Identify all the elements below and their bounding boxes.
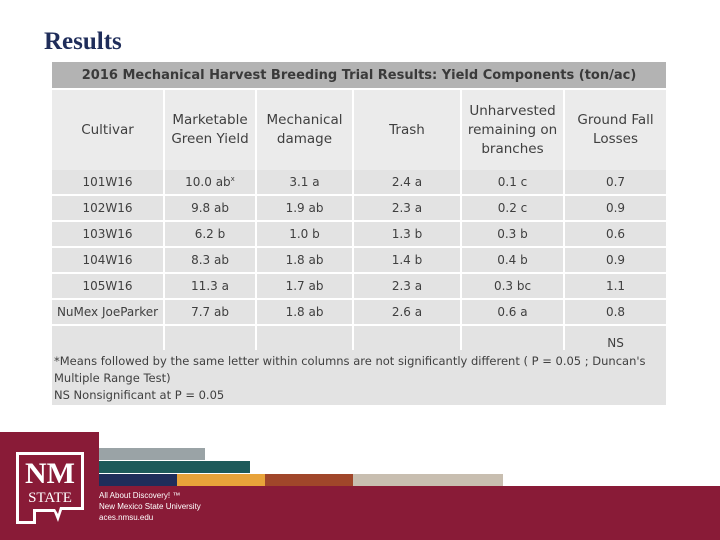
table-cell: 1.9 ab bbox=[256, 194, 354, 221]
table-cell: 0.6 bbox=[564, 220, 666, 247]
table-row: 103W16 6.2 b 1.0 b 1.3 b 0.3 b 0.6 bbox=[52, 220, 666, 247]
table-cell: 1.0 b bbox=[256, 220, 354, 247]
footer-text: All About Discovery! ™ New Mexico State … bbox=[99, 490, 201, 523]
table-cell: 0.9 bbox=[564, 194, 666, 221]
table-row: 101W16 10.0 abx 3.1 a 2.4 a 0.1 c 0.7 bbox=[52, 170, 666, 195]
cell-value: 10.0 ab bbox=[185, 175, 231, 189]
logo-state-text: STATE bbox=[28, 490, 72, 506]
table-row: NuMex JoeParker 7.7 ab 1.8 ab 2.6 a 0.6 … bbox=[52, 298, 666, 325]
table-cell: 1.3 b bbox=[353, 220, 462, 247]
footer-tagline: All About Discovery! ™ bbox=[99, 491, 181, 500]
table-cell: 3.1 a bbox=[256, 170, 354, 195]
footer-stripe-gold bbox=[177, 474, 265, 486]
table-cell: 101W16 bbox=[52, 170, 165, 195]
table-cell: 0.4 b bbox=[461, 246, 565, 273]
column-header: Cultivar bbox=[52, 89, 165, 170]
footer-stripe-teal bbox=[99, 461, 250, 473]
table-footnote: *Means followed by the same letter withi… bbox=[54, 353, 662, 404]
footnote-ns: NS Nonsignificant at P = 0.05 bbox=[54, 388, 225, 402]
table-cell: 0.7 bbox=[564, 170, 666, 195]
table-cell: 103W16 bbox=[52, 220, 165, 247]
table-cell: 0.3 b bbox=[461, 220, 565, 247]
table-cell: 1.1 bbox=[564, 272, 666, 299]
table-cell: 10.0 abx bbox=[164, 170, 257, 195]
table-cell: 0.6 a bbox=[461, 298, 565, 325]
ns-label: NS bbox=[564, 324, 666, 350]
footer-stripe-gray bbox=[99, 448, 205, 460]
ns-row: NS bbox=[52, 324, 666, 350]
table-cell: 1.4 b bbox=[353, 246, 462, 273]
table-cell: 0.2 c bbox=[461, 194, 565, 221]
table-cell: 1.7 ab bbox=[256, 272, 354, 299]
table-cell: 104W16 bbox=[52, 246, 165, 273]
table-cell: 0.1 c bbox=[461, 170, 565, 195]
nmsu-logo: NM STATE bbox=[16, 452, 84, 524]
table-cell: 0.8 bbox=[564, 298, 666, 325]
table-cell: 1.8 ab bbox=[256, 298, 354, 325]
table-cell: 11.3 a bbox=[164, 272, 257, 299]
footer-bar bbox=[0, 486, 720, 540]
footer-university: New Mexico State University bbox=[99, 502, 201, 511]
table-title: 2016 Mechanical Harvest Breeding Trial R… bbox=[52, 62, 666, 90]
footer-stripe-tan bbox=[353, 474, 503, 486]
table-header-row: Cultivar Marketable Green Yield Mechanic… bbox=[52, 89, 666, 170]
footnote-significance: *Means followed by the same letter withi… bbox=[54, 354, 646, 385]
slide-title: Results bbox=[44, 28, 122, 55]
table-cell: 7.7 ab bbox=[164, 298, 257, 325]
column-header: Ground Fall Losses bbox=[564, 89, 666, 170]
footer-stripe-navy bbox=[99, 474, 177, 486]
footer-stripe-rust bbox=[265, 474, 353, 486]
table-cell: 105W16 bbox=[52, 272, 165, 299]
results-table: 2016 Mechanical Harvest Breeding Trial R… bbox=[52, 62, 666, 405]
table-cell: 2.4 a bbox=[353, 170, 462, 195]
table-cell: 6.2 b bbox=[164, 220, 257, 247]
logo-nm-text: NM bbox=[25, 457, 75, 490]
column-header: Unharvested remaining on branches bbox=[461, 89, 565, 170]
table-cell: 102W16 bbox=[52, 194, 165, 221]
table-row: 105W16 11.3 a 1.7 ab 2.3 a 0.3 bc 1.1 bbox=[52, 272, 666, 299]
column-header: Trash bbox=[353, 89, 462, 170]
table-cell: 0.3 bc bbox=[461, 272, 565, 299]
table-cell: 2.3 a bbox=[353, 194, 462, 221]
table-row: 102W16 9.8 ab 1.9 ab 2.3 a 0.2 c 0.9 bbox=[52, 194, 666, 221]
table-cell: NuMex JoeParker bbox=[52, 298, 165, 325]
table-cell: 8.3 ab bbox=[164, 246, 257, 273]
superscript-marker: x bbox=[230, 175, 235, 183]
column-header: Mechanical damage bbox=[256, 89, 354, 170]
column-header: Marketable Green Yield bbox=[164, 89, 257, 170]
table-cell: 9.8 ab bbox=[164, 194, 257, 221]
table-cell: 2.6 a bbox=[353, 298, 462, 325]
footer-url[interactable]: aces.nmsu.edu bbox=[99, 513, 154, 522]
table-cell: 0.9 bbox=[564, 246, 666, 273]
table-cell: 2.3 a bbox=[353, 272, 462, 299]
table-cell: 1.8 ab bbox=[256, 246, 354, 273]
table-row: 104W16 8.3 ab 1.8 ab 1.4 b 0.4 b 0.9 bbox=[52, 246, 666, 273]
